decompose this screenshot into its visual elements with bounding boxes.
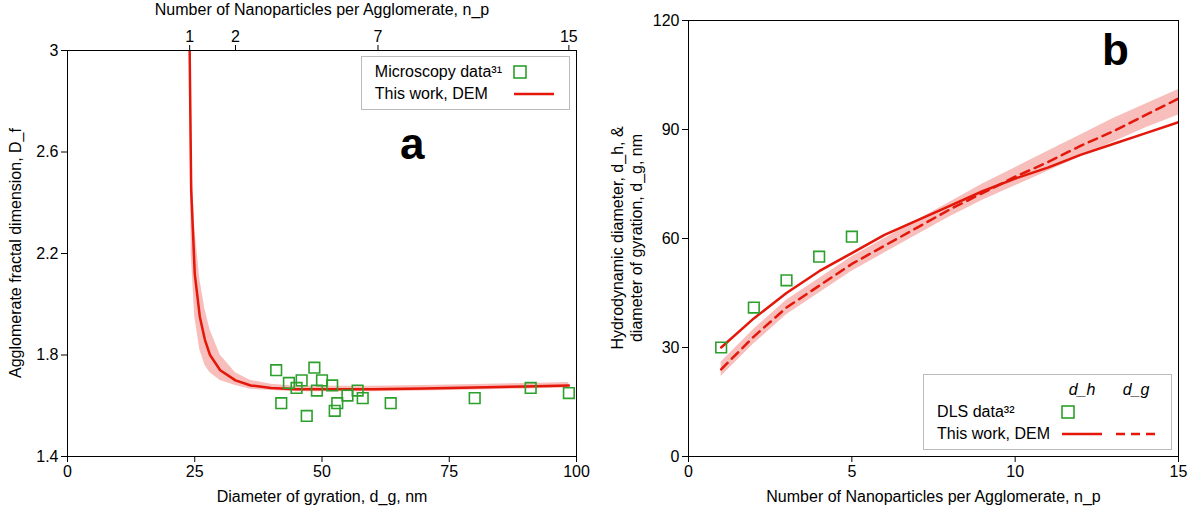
html-text:This work, DEM: This work, DEM [374, 85, 488, 102]
svg-text:2.6: 2.6 [36, 143, 58, 160]
svg-text:10: 10 [1006, 463, 1024, 480]
svg-text:25: 25 [186, 463, 204, 480]
svg-text:Number of Nanoparticles per Ag: Number of Nanoparticles per Agglomerate,… [155, 1, 490, 19]
html-text:d_h: d_h [1068, 381, 1096, 398]
html-text:d_g: d_g [1122, 381, 1150, 398]
svg-text:60: 60 [662, 230, 680, 247]
svg-text:2: 2 [231, 28, 240, 45]
svg-text:15: 15 [1170, 463, 1188, 480]
svg-text:1.4: 1.4 [36, 448, 58, 465]
svg-text:100: 100 [563, 463, 590, 480]
html-text:a: a [400, 119, 425, 168]
html-text:Microscopy data³¹: Microscopy data³¹ [374, 63, 502, 80]
svg-text:0: 0 [63, 463, 72, 480]
svg-text:2.2: 2.2 [36, 245, 58, 262]
svg-text:Agglomerate fractal dimension,: Agglomerate fractal dimension, D_f [7, 128, 25, 378]
svg-text:1.8: 1.8 [36, 346, 58, 363]
html-text:b: b [1102, 25, 1129, 74]
svg-text:0: 0 [684, 463, 693, 480]
svg-text:120: 120 [653, 12, 680, 29]
svg-text:5: 5 [847, 463, 856, 480]
svg-text:15: 15 [560, 28, 578, 45]
svg-text:50: 50 [313, 463, 331, 480]
svg-text:3: 3 [50, 42, 59, 59]
svg-text:7: 7 [374, 28, 383, 45]
svg-text:30: 30 [662, 339, 680, 356]
svg-text:1: 1 [185, 28, 194, 45]
svg-text:Number of Nanoparticles per Ag: Number of Nanoparticles per Agglomerate,… [766, 488, 1101, 506]
svg-text:Hydrodynamic diameter, d_h, &d: Hydrodynamic diameter, d_h, &diameter of… [609, 126, 646, 350]
svg-text:0: 0 [671, 448, 680, 465]
svg-text:75: 75 [440, 463, 458, 480]
svg-text:Diameter of gyration, d_g, nm: Diameter of gyration, d_g, nm [217, 488, 428, 506]
svg-text:90: 90 [662, 121, 680, 138]
html-text:This work, DEM: This work, DEM [937, 425, 1050, 442]
html-text:DLS data³²: DLS data³² [937, 403, 1015, 420]
